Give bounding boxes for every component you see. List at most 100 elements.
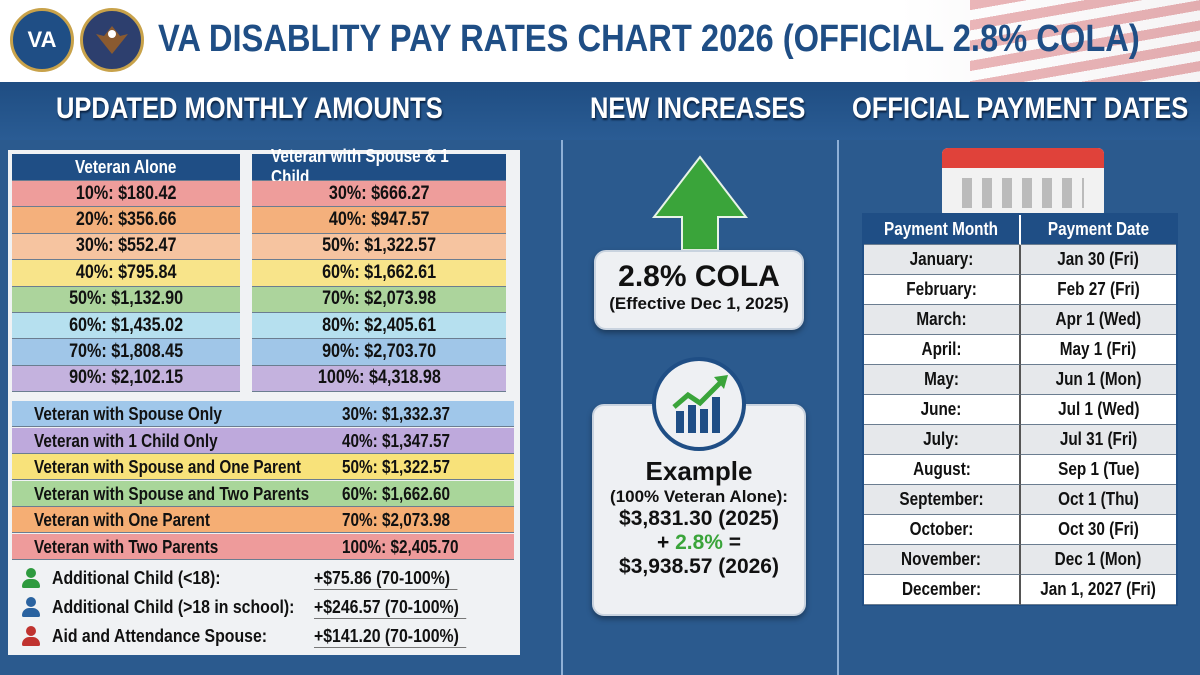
payment-date: Feb 27 (Fri) (1021, 275, 1176, 305)
payment-month: June: (864, 395, 1021, 425)
rate-value: 30%: $552.47 (75, 235, 177, 257)
payment-month-text: May: (924, 369, 959, 389)
rate-value: 10%: $180.42 (75, 182, 177, 204)
column-header-text: Payment Month (884, 219, 999, 239)
payment-date: Sep 1 (Tue) (1021, 455, 1176, 485)
rate-row: 20%: $356.66 (12, 207, 240, 234)
payment-month-text: November: (901, 549, 982, 569)
payment-month: May: (864, 365, 1021, 395)
payment-month: March: (864, 305, 1021, 335)
payment-date: Jan 30 (Fri) (1021, 245, 1176, 275)
payment-month-text: September: (899, 489, 984, 509)
section-title-dates: OFFICIAL PAYMENT DATES (852, 92, 1189, 125)
payment-month-text: July: (923, 429, 960, 449)
american-flag-decoration (970, 0, 1200, 82)
dependent-row: Veteran with 1 Child Only 40%: $1,347.57 (12, 427, 514, 454)
dependent-label: Veteran with Spouse Only (34, 404, 222, 424)
rate-row: 70%: $2,073.98 (252, 286, 506, 313)
rate-value: 100%: $4,318.98 (317, 367, 441, 389)
payment-date-text: Oct 1 (Thu) (1058, 489, 1139, 509)
payment-month: November: (864, 545, 1021, 575)
rate-value: 90%: $2,102.15 (68, 367, 184, 389)
rate-row: 90%: $2,102.15 (12, 365, 240, 393)
rate-row: 40%: $795.84 (12, 260, 240, 287)
payment-month: February: (864, 275, 1021, 305)
rate-row: 50%: $1,322.57 (252, 233, 506, 261)
veteran-alone-header: Veteran Alone (12, 154, 240, 181)
payment-date: Jul 1 (Wed) (1021, 395, 1176, 425)
dependent-label: Veteran with Two Parents (34, 537, 219, 557)
payment-date: Dec 1 (Mon) (1021, 545, 1176, 575)
rate-row: 70%: $1,808.45 (12, 339, 240, 366)
divider (837, 140, 839, 675)
dependent-row: Veteran with Two Parents 100%: $2,405.70 (12, 534, 514, 560)
dependent-value: 30%: $1,332.37 (342, 404, 451, 424)
dependent-row: Veteran with One Parent 70%: $2,073.98 (12, 507, 514, 534)
payment-date: Jan 1, 2027 (Fri) (1021, 575, 1176, 605)
rate-value: 30%: $666.27 (328, 182, 430, 204)
additional-value: +$246.57 (70-100%) (314, 597, 466, 619)
payment-date: Jun 1 (Mon) (1021, 365, 1176, 395)
payment-date: May 1 (Fri) (1021, 335, 1176, 365)
payment-month: January: (864, 245, 1021, 275)
rate-value: 90%: $2,703.70 (321, 341, 437, 363)
dependent-row: Veteran with Spouse and Two Parents 60%: … (12, 480, 514, 507)
dependent-value: 60%: $1,662.60 (342, 483, 451, 504)
rate-value: 70%: $1,808.45 (68, 341, 184, 363)
example-after: $3,938.57 (2026) (619, 555, 779, 578)
va-seal-icon (80, 8, 144, 72)
payment-date-text: Sep 1 (Tue) (1057, 459, 1140, 479)
payment-month: August: (864, 455, 1021, 485)
payment-month-text: April: (921, 339, 962, 359)
person-icon (22, 568, 40, 588)
payment-date: Oct 30 (Fri) (1021, 515, 1176, 545)
payment-month-text: January: (909, 249, 974, 269)
payment-month-text: February: (906, 279, 977, 299)
dependent-label: Veteran with 1 Child Only (34, 430, 218, 451)
payment-month-text: March: (916, 309, 967, 329)
dependent-label: Veteran with One Parent (34, 510, 211, 531)
payment-date-text: Jun 1 (Mon) (1055, 369, 1142, 389)
payment-month: October: (864, 515, 1021, 545)
payment-date-text: May 1 (Fri) (1060, 339, 1137, 359)
payment-date: Apr 1 (Wed) (1021, 305, 1176, 335)
payment-date-text: Apr 1 (Wed) (1055, 309, 1142, 329)
example-title: Example (645, 456, 753, 486)
rate-value: 60%: $1,662.61 (321, 261, 437, 283)
column-header: Payment Date (1021, 215, 1176, 245)
payment-date-text: Jul 1 (Wed) (1057, 399, 1140, 419)
payment-month: September: (864, 485, 1021, 515)
dependent-value: 100%: $2,405.70 (342, 537, 459, 557)
example-pct: 2.8% (675, 531, 723, 554)
rate-value: 50%: $1,132.90 (68, 288, 184, 310)
rate-value: 80%: $2,405.61 (321, 314, 437, 336)
payment-date-text: Jan 1, 2027 (Fri) (1040, 579, 1157, 599)
header: VA VA DISABLITY PAY RATES CHART 2026 (OF… (0, 0, 1200, 82)
dependent-row: Veteran with Spouse and One Parent 50%: $… (12, 454, 514, 481)
payment-date-text: Jul 31 (Fri) (1059, 429, 1138, 449)
rate-row: 80%: $2,405.61 (252, 313, 506, 340)
payment-month-text: June: (921, 399, 962, 419)
up-arrow-icon (651, 155, 749, 250)
additional-row: Additional Child (<18): +$75.86 (70-100%) (12, 564, 482, 592)
additional-label: Aid and Attendance Spouse: (52, 626, 268, 646)
growth-chart-icon (652, 357, 746, 451)
rate-row: 10%: $180.42 (12, 181, 240, 208)
spouse-child-header: Veteran with Spouse & 1 Child (252, 146, 506, 187)
example-equals: = (728, 531, 742, 554)
person-icon (22, 597, 40, 617)
section-band (0, 82, 1200, 140)
payment-date: Oct 1 (Thu) (1021, 485, 1176, 515)
dependent-value: 50%: $1,322.57 (342, 457, 451, 478)
dependent-value: 70%: $2,073.98 (342, 510, 451, 531)
rate-row: 100%: $4,318.98 (252, 365, 506, 393)
additional-label: Additional Child (<18): (52, 568, 221, 588)
rate-value: 70%: $2,073.98 (321, 288, 437, 310)
payment-month-text: August: (912, 459, 971, 479)
payment-dates-table: Payment Month Payment Date January: Jan 30 … (862, 213, 1178, 606)
rate-row: 50%: $1,132.90 (12, 286, 240, 313)
dependent-row: Veteran with Spouse Only 30%: $1,332.37 (12, 401, 514, 427)
column-header-text: Payment Date (1047, 219, 1150, 239)
payment-date: Jul 31 (Fri) (1021, 425, 1176, 455)
additional-row: Aid and Attendance Spouse: +$141.20 (70-1… (12, 622, 482, 650)
